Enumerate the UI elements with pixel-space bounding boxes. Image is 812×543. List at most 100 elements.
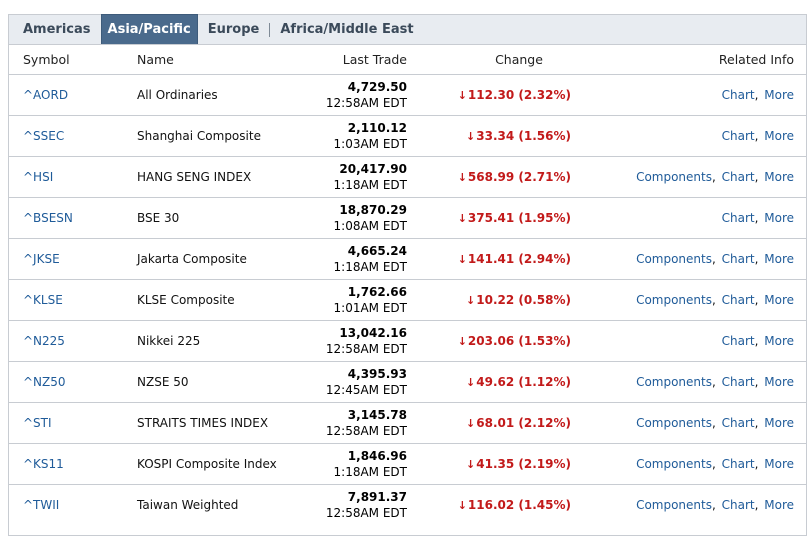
tab-asia-pacific[interactable]: Asia/Pacific: [100, 14, 198, 44]
symbol-link[interactable]: ^JKSE: [23, 252, 60, 266]
last-trade-value: 7,891.37: [347, 490, 407, 504]
symbol-link[interactable]: ^BSESN: [23, 211, 73, 225]
change-value: ↓49.62 (1.12%): [466, 375, 571, 389]
index-name: HANG SENG INDEX: [137, 169, 252, 184]
chart-link[interactable]: Chart: [721, 457, 755, 471]
more-link[interactable]: More: [764, 252, 794, 266]
change-value: ↓33.34 (1.56%): [466, 129, 571, 143]
last-trade-time: 12:58AM EDT: [325, 342, 407, 356]
components-link[interactable]: Components: [636, 375, 712, 389]
chart-link[interactable]: Chart: [721, 170, 755, 184]
components-link[interactable]: Components: [636, 293, 712, 307]
related-info: Components, Chart, More: [571, 279, 806, 321]
related-info: Components, Chart, More: [571, 443, 806, 485]
change-value: ↓112.30 (2.32%): [457, 88, 571, 102]
related-info: Components, Chart, More: [636, 498, 794, 512]
chart-link[interactable]: Chart: [721, 129, 755, 143]
last-trade: 1,846.96 1:18AM EDT: [287, 448, 407, 480]
tab-africa-middle-east[interactable]: Africa/Middle East: [280, 22, 414, 37]
last-trade: 18,870.29 1:08AM EDT: [287, 202, 407, 234]
chart-link[interactable]: Chart: [721, 416, 755, 430]
last-trade-time: 1:03AM EDT: [333, 137, 407, 151]
more-link[interactable]: More: [764, 375, 794, 389]
more-link[interactable]: More: [764, 498, 794, 512]
last-trade-time: 1:08AM EDT: [333, 219, 407, 233]
table-row: ^JKSE Jakarta Composite 4,665.24 1:18AM EDT…: [9, 238, 806, 280]
indices-table: Symbol Name Last Trade Change Related In…: [9, 45, 806, 525]
down-arrow-icon: ↓: [466, 458, 476, 471]
table-row: ^HSI HANG SENG INDEX 20,417.90 1:18AM EDT ↓5…: [9, 156, 806, 198]
last-trade: 7,891.37 12:58AM EDT: [287, 489, 407, 521]
components-link[interactable]: Components: [636, 457, 712, 471]
index-name: BSE 30: [137, 210, 180, 225]
last-trade-time: 1:18AM EDT: [333, 178, 407, 192]
last-trade: 1,762.66 1:01AM EDT: [287, 284, 407, 316]
last-trade-time: 12:58AM EDT: [325, 96, 407, 110]
index-name: KLSE Composite: [137, 292, 235, 307]
symbol-link[interactable]: ^AORD: [23, 88, 69, 102]
symbol-link[interactable]: ^KS11: [23, 457, 64, 471]
last-trade-value: 4,395.93: [347, 367, 407, 381]
chart-link[interactable]: Chart: [721, 498, 755, 512]
header-symbol: Symbol: [9, 45, 137, 75]
more-link[interactable]: More: [764, 457, 794, 471]
change-value: ↓41.35 (2.19%): [466, 457, 571, 471]
last-trade-time: 12:58AM EDT: [325, 506, 407, 520]
index-name: All Ordinaries: [137, 87, 218, 102]
related-info: Components, Chart, More: [571, 361, 806, 403]
last-trade-value: 4,665.24: [347, 244, 407, 258]
down-arrow-icon: ↓: [457, 212, 467, 225]
components-link[interactable]: Components: [636, 416, 712, 430]
more-link[interactable]: More: [764, 211, 794, 225]
chart-link[interactable]: Chart: [721, 211, 755, 225]
symbol-link[interactable]: ^SSEC: [23, 129, 65, 143]
down-arrow-icon: ↓: [466, 417, 476, 430]
symbol-link[interactable]: ^TWII: [23, 498, 60, 512]
more-link[interactable]: More: [764, 293, 794, 307]
change-value: ↓568.99 (2.71%): [457, 170, 571, 184]
components-link[interactable]: Components: [636, 170, 712, 184]
more-link[interactable]: More: [764, 334, 794, 348]
chart-link[interactable]: Chart: [721, 88, 755, 102]
components-link[interactable]: Components: [636, 498, 712, 512]
last-trade: 3,145.78 12:58AM EDT: [287, 407, 407, 439]
last-trade-value: 20,417.90: [339, 162, 407, 176]
tab-europe[interactable]: Europe: [207, 22, 260, 37]
components-link[interactable]: Components: [636, 252, 712, 266]
last-trade: 13,042.16 12:58AM EDT: [287, 325, 407, 357]
last-trade-time: 1:01AM EDT: [333, 301, 407, 315]
symbol-link[interactable]: ^HSI: [23, 170, 54, 184]
header-name: Name: [137, 45, 287, 75]
related-info: Components, Chart, More: [571, 238, 806, 280]
last-trade-value: 1,846.96: [347, 449, 407, 463]
more-link[interactable]: More: [764, 416, 794, 430]
table-row: ^STI STRAITS TIMES INDEX 3,145.78 12:58AM E…: [9, 402, 806, 444]
symbol-link[interactable]: ^KLSE: [23, 293, 63, 307]
down-arrow-icon: ↓: [457, 499, 467, 512]
chart-link[interactable]: Chart: [721, 334, 755, 348]
index-name: NZSE 50: [137, 374, 189, 389]
table-row: ^AORD All Ordinaries 4,729.50 12:58AM EDT ↓1…: [9, 74, 806, 116]
table-row: ^TWII Taiwan Weighted 7,891.37 12:58AM EDT ↓…: [9, 485, 806, 526]
symbol-link[interactable]: ^N225: [23, 334, 65, 348]
chart-link[interactable]: Chart: [721, 252, 755, 266]
last-trade: 20,417.90 1:18AM EDT: [287, 161, 407, 193]
more-link[interactable]: More: [764, 170, 794, 184]
chart-link[interactable]: Chart: [721, 375, 755, 389]
index-name: Shanghai Composite: [137, 128, 261, 143]
region-tabs: Americas Asia/Pacific Europe Africa/Midd…: [9, 14, 806, 45]
symbol-link[interactable]: ^NZ50: [23, 375, 66, 389]
last-trade-value: 18,870.29: [339, 203, 407, 217]
symbol-link[interactable]: ^STI: [23, 416, 52, 430]
last-trade-value: 13,042.16: [339, 326, 407, 340]
chart-link[interactable]: Chart: [721, 293, 755, 307]
last-trade-time: 1:18AM EDT: [333, 260, 407, 274]
more-link[interactable]: More: [764, 129, 794, 143]
header-change: Change: [407, 45, 571, 75]
tab-divider: [269, 22, 271, 37]
tab-americas[interactable]: Americas: [23, 22, 91, 37]
change-value: ↓68.01 (2.12%): [466, 416, 571, 430]
indices-panel: Americas Asia/Pacific Europe Africa/Midd…: [8, 14, 807, 536]
more-link[interactable]: More: [764, 88, 794, 102]
change-value: ↓203.06 (1.53%): [457, 334, 571, 348]
